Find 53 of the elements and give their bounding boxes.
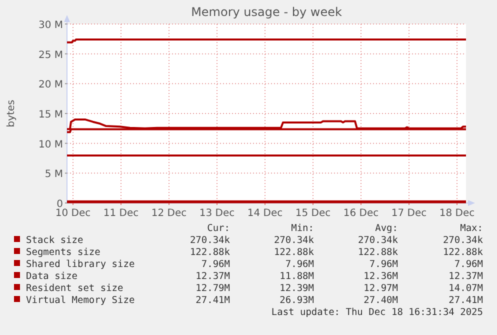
x-tick-label: 17 Dec bbox=[391, 208, 427, 219]
legend-label: Data size bbox=[26, 271, 78, 282]
text: 14.07M bbox=[448, 283, 484, 294]
x-tick-label: 16 Dec bbox=[343, 208, 379, 219]
x-tick-label: 12 Dec bbox=[151, 208, 187, 219]
text: 122.88k bbox=[442, 247, 484, 258]
text: 12.37M bbox=[448, 271, 484, 282]
x-tick-label: 13 Dec bbox=[199, 208, 235, 219]
text: 12.39M bbox=[280, 283, 314, 294]
text: 27.41M bbox=[196, 295, 230, 306]
x-tick-label: 15 Dec bbox=[295, 208, 331, 219]
chart-title: Memory usage - by week bbox=[191, 5, 342, 19]
y-tick-label: 20 M bbox=[38, 80, 63, 91]
text: 27.40M bbox=[364, 295, 398, 306]
y-axis-title: bytes bbox=[6, 100, 17, 128]
text: 7.96M bbox=[369, 259, 398, 270]
text: Last update: Thu Dec 18 16:31:34 2025 bbox=[271, 307, 483, 318]
text: 270.34k bbox=[442, 235, 484, 246]
legend-label: Segments size bbox=[26, 247, 101, 258]
text: Cur: bbox=[207, 223, 230, 234]
x-tick-label: 18 Dec bbox=[439, 208, 475, 219]
text: 12.36M bbox=[364, 271, 398, 282]
legend-label: Resident set size bbox=[26, 283, 124, 294]
text: 27.41M bbox=[448, 295, 484, 306]
text: 7.96M bbox=[285, 259, 314, 270]
text: 7.96M bbox=[201, 259, 230, 270]
text: 11.88M bbox=[280, 271, 314, 282]
text: 26.93M bbox=[280, 295, 314, 306]
text: 12.79M bbox=[196, 283, 230, 294]
y-tick-label: 5 M bbox=[44, 169, 63, 180]
text: 270.34k bbox=[274, 235, 314, 246]
y-tick-label: 25 M bbox=[38, 50, 63, 61]
text: Avg: bbox=[375, 223, 398, 234]
text: 12.37M bbox=[196, 271, 230, 282]
text: 270.34k bbox=[358, 235, 398, 246]
text: 122.88k bbox=[358, 247, 398, 258]
text: 7.96M bbox=[454, 259, 484, 270]
text: 122.88k bbox=[190, 247, 230, 258]
x-tick-label: 10 Dec bbox=[55, 208, 91, 219]
y-tick-label: 10 M bbox=[38, 139, 63, 150]
text: Max: bbox=[460, 223, 483, 234]
y-tick-label: 30 M bbox=[38, 20, 63, 31]
text: 122.88k bbox=[274, 247, 314, 258]
legend-label: Virtual Memory Size bbox=[26, 295, 135, 306]
x-tick-label: 11 Dec bbox=[103, 208, 139, 219]
legend-label: Stack size bbox=[26, 235, 84, 246]
legend-label: Shared library size bbox=[26, 259, 135, 270]
text: Min: bbox=[291, 223, 314, 234]
y-tick-label: 15 M bbox=[38, 110, 63, 120]
text: 12.97M bbox=[364, 283, 398, 294]
x-tick-label: 14 Dec bbox=[247, 208, 283, 219]
y-tick-label: 0 bbox=[56, 199, 63, 210]
text: 270.34k bbox=[190, 235, 230, 246]
